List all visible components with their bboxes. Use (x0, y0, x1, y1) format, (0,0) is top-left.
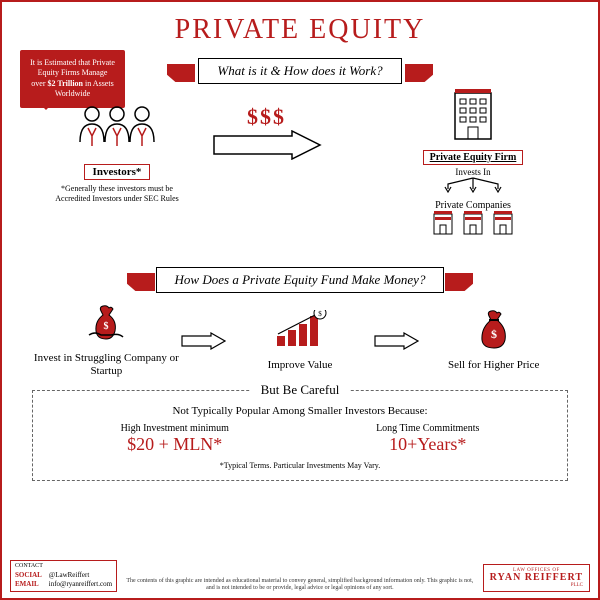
caution-col: Long Time Commitments 10+Years* (376, 423, 479, 455)
logo-bottom: PLLC (490, 583, 583, 588)
ribbon-left-icon (127, 273, 155, 291)
email-label: EMAIL (15, 580, 47, 589)
caution-col-value: 10+Years* (376, 434, 479, 455)
section2: How Does a Private Equity Fund Make Mone… (2, 267, 598, 378)
arrow-right-icon (181, 332, 226, 350)
caution-box: But Be Careful Not Typically Popular Amo… (32, 390, 568, 481)
footer: CONTACT SOCIAL @LawReiffert EMAIL info@r… (10, 560, 590, 592)
arrows-down-icon (433, 177, 513, 195)
contact-header: CONTACT (15, 563, 112, 571)
logo-main: RYAN REIFFERT (490, 573, 583, 583)
arrow-right-icon (212, 130, 322, 160)
step-label: Sell for Higher Price (419, 359, 568, 372)
investors-note: *Generally these investors must be Accre… (52, 184, 182, 203)
investors-icon (72, 102, 162, 157)
email-value: info@ryanreiffert.com (49, 580, 112, 588)
caution-col-heading: Long Time Commitments (376, 423, 479, 434)
ribbon-right-icon (445, 273, 473, 291)
svg-text:$: $ (104, 321, 109, 332)
caution-title: But Be Careful (251, 382, 350, 398)
caution-col-value: $20 + MLN* (121, 434, 229, 455)
flow-step: $ Invest in Struggling Company or Startu… (32, 303, 181, 378)
firm-logo: LAW OFFICES OF RYAN REIFFERT PLLC (483, 564, 590, 592)
section2-banner-wrap: How Does a Private Equity Fund Make Mone… (2, 267, 598, 293)
building-icon (443, 87, 503, 142)
section1-banner: What is it & How does it Work? (198, 58, 401, 84)
caution-col-heading: High Investment minimum (121, 423, 229, 434)
step-label: Invest in Struggling Company or Startup (32, 352, 181, 378)
dollar-signs-icon: $$$ (247, 104, 286, 130)
firm-label: Private Equity Firm (423, 150, 524, 165)
main-title: PRIVATE EQUITY (2, 14, 598, 46)
companies-icon (428, 211, 518, 237)
private-companies-label: Private Companies (403, 200, 543, 211)
investors-label: Investors* (84, 164, 151, 180)
social-label: SOCIAL (15, 571, 47, 580)
bar-chart-up-icon: $ (273, 310, 328, 350)
svg-text:$: $ (491, 327, 497, 341)
invests-in-label: Invests In (403, 167, 543, 177)
section2-flow: $ Invest in Struggling Company or Startu… (2, 303, 598, 378)
infographic-page: PRIVATE EQUITY It is Estimated that Priv… (0, 0, 600, 600)
section1-banner-wrap: What is it & How does it Work? (2, 58, 598, 84)
contact-box: CONTACT SOCIAL @LawReiffert EMAIL info@r… (10, 560, 117, 592)
firm-group: Private Equity Firm Invests In Private C… (403, 87, 543, 242)
caution-col: High Investment minimum $20 + MLN* (121, 423, 229, 455)
flow-step: $ Sell for Higher Price (419, 310, 568, 372)
step-label: Improve Value (226, 359, 375, 372)
social-handle: @LawReiffert (49, 571, 90, 579)
money-bag-icon: $ (469, 310, 519, 350)
disclaimer-text: The contents of this graphic are intende… (125, 578, 475, 592)
caution-subtitle: Not Typically Popular Among Smaller Inve… (47, 405, 553, 417)
section1-flow: Investors* *Generally these investors mu… (2, 92, 598, 257)
investors-group: Investors* *Generally these investors mu… (52, 102, 182, 203)
section2-banner: How Does a Private Equity Fund Make Mone… (156, 267, 445, 293)
arrow-right-icon (374, 332, 419, 350)
svg-text:$: $ (318, 310, 322, 318)
ribbon-right-icon (405, 64, 433, 82)
caution-columns: High Investment minimum $20 + MLN* Long … (47, 423, 553, 455)
money-bag-hand-icon: $ (81, 303, 131, 343)
flow-step: $ Improve Value (226, 310, 375, 372)
caution-note: *Typical Terms. Particular Investments M… (47, 461, 553, 470)
ribbon-left-icon (167, 64, 195, 82)
